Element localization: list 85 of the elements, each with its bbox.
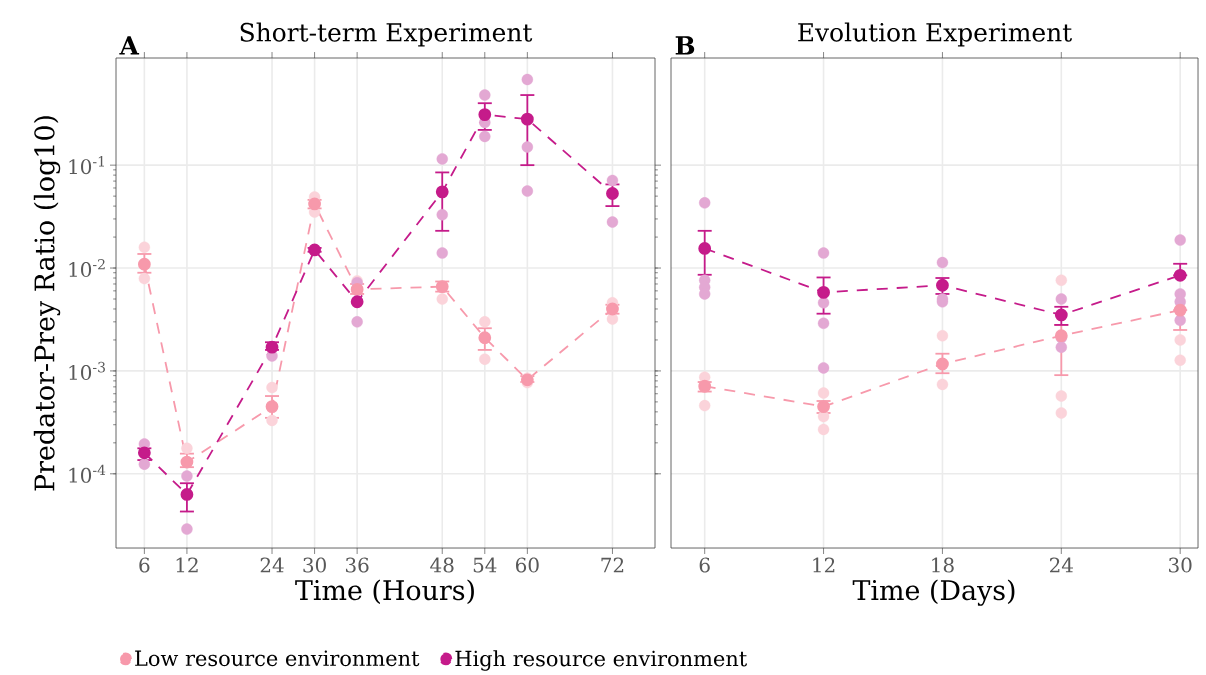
- x-tick-label: 72: [601, 557, 624, 573]
- point: [138, 241, 151, 254]
- point: [479, 316, 491, 328]
- y-tick-label: 10$^{-2}$: [69, 258, 105, 278]
- point: [138, 458, 151, 470]
- x-tick-label: 18: [932, 557, 954, 573]
- point: [521, 73, 534, 86]
- x-tick-label: 36: [345, 557, 369, 573]
- x-tick-label: 12: [813, 557, 835, 573]
- point: [936, 329, 949, 342]
- point: [266, 414, 278, 427]
- point: [606, 174, 619, 187]
- chart-title: Short-term Experiment: [240, 22, 533, 47]
- text: B: [675, 36, 695, 55]
- x-tick-label: 6: [699, 557, 710, 573]
- point: [521, 141, 534, 153]
- point: [181, 442, 193, 454]
- point: [817, 387, 830, 399]
- point: [1055, 407, 1068, 419]
- point: [1174, 354, 1186, 366]
- point: [606, 187, 619, 200]
- legend-label: Low resource environment: [135, 650, 420, 667]
- x-tick-label: 6: [139, 557, 150, 573]
- point: [351, 316, 363, 328]
- point: [1174, 234, 1186, 246]
- point: [698, 399, 711, 412]
- point: [698, 242, 712, 255]
- point: [436, 153, 448, 165]
- point: [1174, 334, 1186, 346]
- y-axis-title: Predator-Prey Ratio (log10): [33, 116, 61, 491]
- point: [479, 130, 491, 143]
- point: [936, 378, 949, 391]
- text: A: [119, 36, 140, 55]
- point: [479, 89, 491, 101]
- point: [817, 362, 830, 374]
- y-tick-label: 10$^{-4}$: [69, 464, 106, 483]
- legend-label: High resource environment: [455, 650, 748, 671]
- x-tick-label: 24: [260, 557, 284, 573]
- point: [266, 381, 278, 394]
- point: [180, 488, 194, 501]
- point: [936, 256, 949, 269]
- point: [265, 400, 279, 413]
- point: [817, 247, 830, 259]
- point: [817, 297, 830, 309]
- point: [435, 185, 449, 199]
- point: [1054, 308, 1068, 322]
- y-tick-label: 10$^{-1}$: [69, 156, 104, 175]
- x-tick-label: 24: [1049, 557, 1073, 573]
- point: [817, 317, 830, 330]
- point: [936, 357, 949, 371]
- point: [436, 209, 448, 221]
- point: [478, 108, 492, 121]
- point: [1174, 314, 1186, 327]
- point: [817, 423, 830, 436]
- point: [1055, 274, 1068, 286]
- point: [698, 197, 711, 209]
- point: [1055, 341, 1068, 353]
- x-tick-label: 12: [176, 557, 198, 573]
- point: [436, 247, 448, 259]
- point: [138, 272, 151, 285]
- x-tick-label: 54: [473, 557, 497, 573]
- point: [350, 295, 364, 309]
- point: [1173, 268, 1187, 282]
- point: [1055, 293, 1068, 305]
- x-tick-label: 30: [303, 557, 326, 573]
- point: [479, 353, 491, 365]
- point: [521, 185, 534, 197]
- x-axis-title: Time (Days): [852, 579, 1015, 606]
- point: [181, 523, 193, 535]
- y-tick-label: 10$^{-3}$: [69, 361, 105, 380]
- point: [1055, 390, 1068, 402]
- point: [817, 285, 830, 299]
- x-tick-label: 30: [1169, 557, 1192, 573]
- x-tick-label: 48: [430, 557, 454, 573]
- x-tick-label: 60: [516, 557, 539, 573]
- point: [1173, 303, 1187, 317]
- point: [478, 331, 492, 345]
- chart-title: Evolution Experiment: [798, 22, 1072, 47]
- point: [308, 243, 321, 257]
- point: [137, 257, 151, 271]
- point: [436, 293, 448, 305]
- point: [181, 470, 193, 482]
- point: [520, 112, 534, 126]
- x-axis-title: Time (Hours): [295, 579, 474, 605]
- point: [606, 216, 619, 228]
